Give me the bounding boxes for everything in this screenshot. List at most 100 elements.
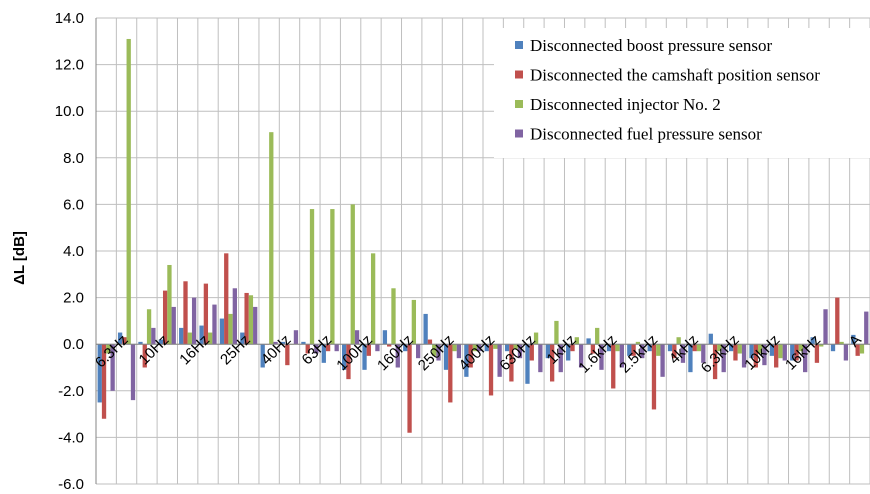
bar (509, 344, 514, 382)
y-tick-label: 10.0 (55, 103, 84, 120)
bar (244, 292, 249, 345)
legend-box (494, 28, 870, 158)
bar (366, 344, 371, 356)
bar (762, 344, 767, 366)
bar (411, 299, 417, 345)
bar (314, 344, 319, 354)
bar (615, 344, 620, 352)
bar (342, 344, 347, 370)
bar (497, 344, 502, 377)
bar (864, 311, 869, 345)
bar (191, 297, 197, 345)
bar (599, 344, 604, 370)
bar (729, 344, 734, 352)
bar (737, 344, 742, 354)
bar (769, 344, 775, 356)
bar (696, 344, 702, 352)
bar (647, 344, 652, 352)
bar (635, 341, 641, 345)
bar (554, 320, 559, 345)
bar (403, 344, 408, 352)
bar (651, 344, 657, 410)
legend-entry: Disconnected the camshaft position senso… (530, 66, 820, 85)
legend-swatch (515, 100, 523, 108)
bar (464, 344, 469, 377)
legend-entry: Disconnected injector No. 2 (530, 95, 721, 114)
bar (708, 333, 713, 345)
bar (667, 344, 673, 352)
bar (472, 344, 478, 352)
bar (285, 344, 290, 366)
bar (640, 344, 645, 359)
bar (391, 288, 396, 345)
y-tick-label: 2.0 (63, 290, 84, 307)
bar (558, 344, 563, 373)
bar (321, 344, 326, 363)
bar (142, 344, 147, 368)
bar (814, 344, 820, 363)
bar (325, 344, 331, 352)
bar (224, 253, 229, 345)
y-tick-label: -4.0 (58, 429, 84, 446)
bar (590, 344, 596, 354)
bar (280, 341, 286, 345)
bar (627, 344, 632, 356)
bar (810, 337, 815, 345)
bar (171, 306, 176, 345)
bar (533, 332, 539, 345)
bar (158, 339, 163, 345)
y-tick-label: 8.0 (63, 150, 84, 167)
bar (701, 344, 706, 363)
bar (529, 344, 534, 361)
bar (782, 344, 787, 361)
bar (835, 297, 840, 345)
bar (656, 344, 661, 356)
legend-swatch (515, 41, 523, 49)
bar (721, 344, 726, 373)
bar (794, 344, 799, 361)
y-tick-label: 0.0 (63, 336, 84, 353)
bar (830, 344, 836, 352)
bar (676, 337, 681, 345)
bar (106, 344, 111, 354)
bar (538, 344, 543, 373)
bar (855, 344, 860, 356)
bar (354, 330, 360, 345)
bar (688, 344, 693, 373)
bar (146, 309, 152, 345)
bar (382, 330, 388, 345)
bar (122, 337, 127, 345)
bar (305, 344, 310, 354)
bar (749, 344, 754, 359)
bar (774, 344, 779, 368)
y-tick-label: -2.0 (58, 383, 84, 400)
bar (798, 344, 804, 352)
bar (517, 344, 523, 359)
bar (416, 344, 421, 359)
bar (260, 344, 265, 368)
bar (859, 344, 865, 354)
bar (187, 332, 192, 345)
bar (370, 253, 376, 345)
bar (733, 344, 738, 361)
bar (545, 344, 550, 359)
bar (346, 344, 351, 380)
bar (436, 344, 441, 361)
bar (660, 344, 665, 377)
bar (253, 306, 258, 345)
legend-swatch (515, 129, 523, 138)
bar (631, 344, 636, 356)
bar (269, 132, 274, 345)
bar (578, 344, 584, 368)
bar (619, 344, 624, 368)
bar (477, 344, 482, 352)
bar (595, 327, 600, 345)
bar (375, 344, 380, 352)
bar (586, 338, 591, 345)
bar (484, 344, 489, 352)
bar (330, 209, 335, 345)
y-tick-label: 12.0 (55, 57, 84, 74)
y-axis-label: ΔL [dB] (11, 231, 28, 285)
